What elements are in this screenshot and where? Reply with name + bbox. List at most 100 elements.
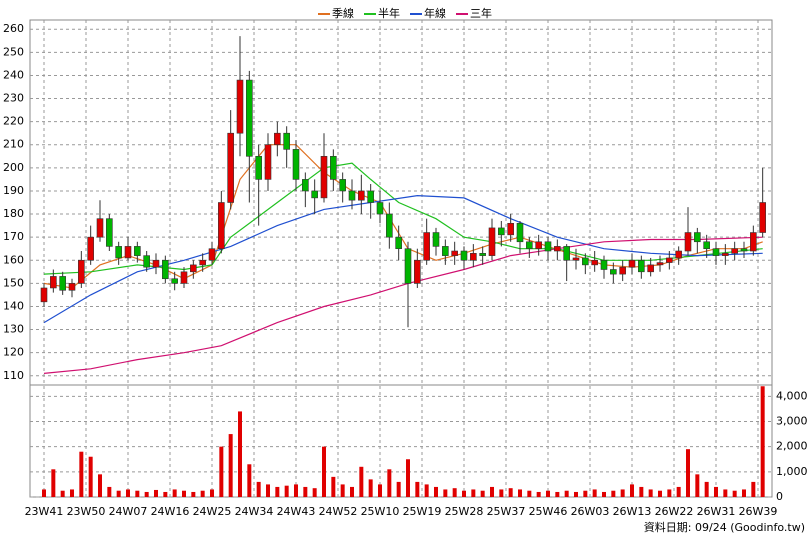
candle-body [488, 227, 496, 256]
candle-body [544, 241, 552, 252]
y-tick-label: 140 [3, 299, 24, 312]
candle-body [227, 132, 234, 203]
candle-body [236, 79, 244, 134]
candle-body [274, 132, 281, 146]
candle-body [199, 259, 206, 266]
candle-body [554, 246, 561, 252]
volume-bar [79, 451, 84, 497]
candle-body [376, 202, 384, 215]
legend-label: 年線 [424, 6, 446, 20]
volume-bar [583, 490, 588, 497]
volume-bar [247, 464, 252, 497]
candle-body [386, 213, 393, 238]
volume-bar [527, 490, 532, 497]
candle-body [414, 259, 421, 284]
volume-bar [434, 486, 438, 497]
volume-bar [350, 486, 354, 497]
volume-bar [611, 490, 616, 497]
volume-bar [620, 489, 625, 497]
candle-body [600, 259, 608, 270]
candle-body [190, 264, 197, 273]
volume-bar [704, 481, 709, 497]
volume-bar [284, 485, 289, 497]
candle-body [40, 287, 48, 303]
legend-label: 季線 [332, 6, 354, 20]
volume-bar [322, 446, 326, 497]
legend-label: 半年 [378, 6, 400, 20]
ma-line [43, 236, 763, 374]
ma-line [43, 194, 763, 324]
candle-body [292, 149, 300, 180]
candle-body [638, 259, 645, 273]
y-tick-label: 120 [3, 346, 24, 359]
volume-bar [714, 486, 718, 497]
x-tick-label: 26W39 [739, 505, 778, 518]
candle-body [246, 79, 253, 157]
volume-bar [60, 490, 65, 497]
volume-bar [546, 490, 550, 497]
candle-body [703, 241, 710, 250]
plot-area [29, 19, 773, 498]
y-tick-label: 210 [3, 138, 24, 151]
volume-bar [443, 489, 448, 497]
candle-body [171, 278, 178, 284]
candle-body [264, 144, 272, 180]
candle-body [759, 202, 766, 233]
volume-bar [294, 484, 298, 497]
volume-bar [340, 484, 345, 497]
candle-body [208, 248, 216, 261]
volume-bar [387, 469, 392, 497]
candle-body [311, 190, 318, 199]
volume-bar [732, 490, 737, 497]
candle-body [460, 250, 468, 261]
volume-bar [667, 489, 672, 497]
x-tick-label: 25W10 [361, 505, 400, 518]
candle-body [619, 266, 626, 275]
candle-body [96, 218, 104, 238]
x-tick-label: 24W16 [151, 505, 190, 518]
volume-bar [508, 488, 513, 497]
candle-body [124, 246, 132, 259]
candle-body [432, 232, 440, 247]
y2-tick-label: 4,000 [776, 389, 808, 402]
volume-bar [163, 491, 168, 497]
y-tick-label: 240 [3, 68, 24, 81]
volume-bar [462, 490, 466, 497]
volume-bar [723, 489, 728, 497]
candle-body [180, 271, 188, 284]
volume-bar [219, 446, 224, 497]
y-tick-label: 130 [3, 323, 24, 336]
candle-body [68, 283, 76, 291]
candle-body [218, 202, 225, 250]
x-tick-label: 26W31 [697, 505, 736, 518]
y-tick-label: 220 [3, 115, 24, 128]
volume-bar [182, 490, 186, 497]
y-tick-label: 230 [3, 92, 24, 105]
candle-body [283, 132, 290, 150]
candle-body [740, 248, 748, 252]
candle-body [59, 276, 66, 291]
candle-body [255, 155, 262, 180]
x-tick-label: 25W28 [445, 505, 484, 518]
candle-body [423, 232, 430, 261]
candle-body [731, 248, 738, 254]
candle-body [526, 241, 533, 250]
volume-bar [760, 386, 765, 497]
volume-bar [135, 490, 140, 497]
y2-tick-label: 3,000 [776, 414, 808, 427]
volume-bar [98, 474, 102, 497]
candle-body [722, 253, 729, 256]
candle-body [395, 236, 402, 250]
candle-body [535, 241, 542, 250]
y-tick-label: 160 [3, 253, 24, 266]
candle-body [712, 248, 720, 256]
volume-bar [648, 489, 653, 497]
volume-bar [266, 484, 270, 497]
volume-bar [564, 490, 569, 497]
candle-body [750, 232, 757, 252]
volume-bar [676, 486, 681, 497]
candle-body [451, 250, 458, 256]
volume-bar [368, 479, 373, 497]
volume-bar [695, 474, 700, 497]
candle-body [87, 236, 94, 261]
